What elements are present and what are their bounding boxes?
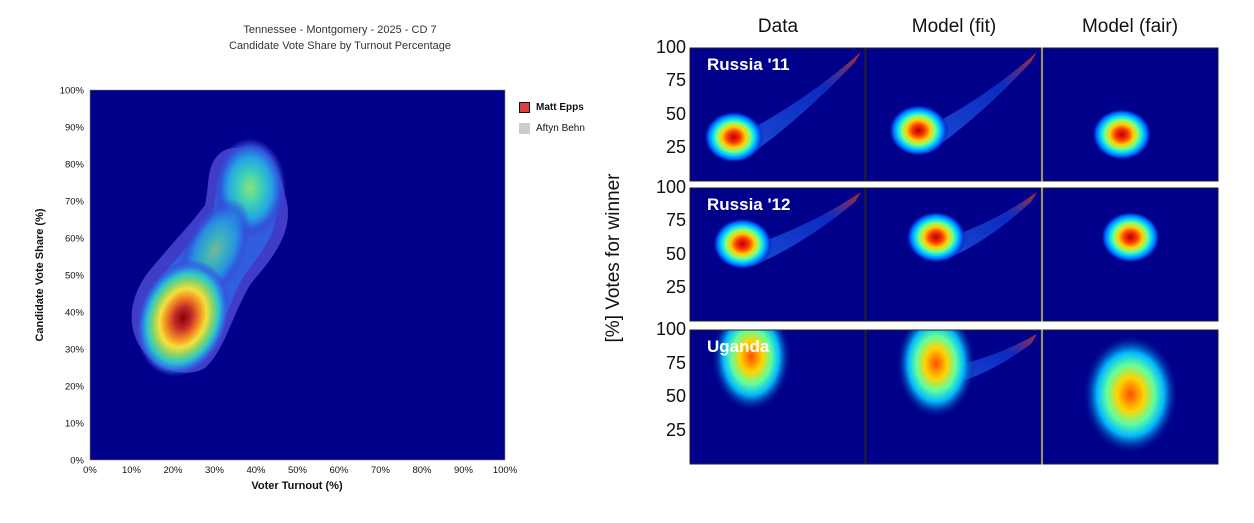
panel-0-1	[865, 47, 1042, 182]
left-plot-frame	[89, 89, 506, 461]
left-y-ticks: 0% 10% 20% 30% 40% 50% 60% 70% 80% 90% 100%	[60, 86, 85, 467]
left-y-tick-label: 90%	[65, 123, 85, 134]
right-y-tick-label: 100	[655, 177, 686, 197]
density-blob	[1082, 334, 1179, 455]
right-panel-grid: Russia '11 Russia '12 Uganda	[689, 47, 1219, 465]
left-x-tick-label: 50%	[288, 465, 308, 476]
density-blob	[888, 104, 949, 157]
panel-2-0: Uganda	[689, 329, 866, 465]
panel-0-0: Russia '11	[689, 47, 866, 182]
panel-1-0: Russia '12	[689, 187, 866, 322]
right-y-tick-label: 50	[665, 103, 686, 124]
right-y-tick-label: 25	[665, 136, 686, 157]
panel-row-label: Uganda	[707, 337, 770, 356]
left-x-axis-label: Voter Turnout (%)	[251, 480, 343, 492]
panel-2-2	[1042, 329, 1219, 465]
right-y-tick-label: 100	[655, 37, 686, 57]
right-y-tick-label: 75	[665, 352, 686, 373]
left-x-ticks: 0% 10% 20% 30% 40% 50% 60% 70% 80% 90% 100%	[83, 465, 518, 476]
left-y-tick-label: 30%	[65, 345, 85, 356]
column-title-model-fair: Model (fair)	[1081, 16, 1179, 37]
left-density-chart: 0% 10% 20% 30% 40% 50% 60% 70% 80% 90% 100% 0% 10% 2…	[34, 86, 518, 493]
density-blob	[1091, 108, 1152, 161]
legend-swatch-aftyn-behn	[519, 123, 530, 134]
right-y-tick-label: 25	[665, 419, 686, 440]
left-y-tick-label: 70%	[65, 197, 85, 208]
left-y-tick-label: 40%	[65, 308, 85, 319]
left-chart-title-block: Tennessee - Montgomery - 2025 - CD 7 Can…	[90, 22, 590, 54]
left-y-axis-label: Candidate Vote Share (%)	[34, 208, 46, 341]
density-blob	[703, 111, 764, 164]
density-blob	[1100, 211, 1161, 264]
panel-frame	[689, 47, 866, 182]
left-x-tick-label: 30%	[205, 465, 225, 476]
left-x-tick-label: 0%	[83, 465, 97, 476]
column-title-model-fit: Model (fit)	[911, 16, 997, 37]
right-y-tick-label: 50	[665, 386, 686, 406]
left-chart-title: Tennessee - Montgomery - 2025 - CD 7	[243, 24, 437, 36]
right-y-tick-label: 75	[665, 210, 686, 231]
left-x-tick-label: 90%	[454, 465, 474, 476]
left-x-tick-label: 80%	[412, 465, 432, 476]
left-x-tick-label: 100%	[493, 465, 518, 476]
right-y-tick-label: 25	[665, 276, 686, 297]
density-layer	[131, 138, 288, 377]
legend-swatch-matt-epps	[519, 102, 530, 113]
left-x-tick-label: 70%	[371, 465, 391, 476]
panel-frame	[689, 329, 866, 465]
left-x-tick-label: 40%	[246, 465, 266, 476]
panel-row-label: Russia '12	[707, 195, 790, 214]
panel-frame	[865, 47, 1042, 182]
legend-label-matt-epps: Matt Epps	[536, 102, 584, 114]
right-y-tick-label: 50	[665, 243, 686, 264]
panel-0-2	[1042, 47, 1219, 182]
left-x-tick-label: 10%	[122, 465, 142, 476]
left-y-tick-label: 0%	[70, 456, 84, 467]
left-y-tick-label: 100%	[60, 86, 85, 97]
left-y-tick-label: 50%	[65, 271, 85, 282]
panel-frame	[689, 187, 866, 322]
density-blob	[906, 211, 966, 264]
left-y-tick-label: 60%	[65, 234, 85, 245]
panel-frame	[1042, 187, 1219, 322]
legend-label-aftyn-behn: Aftyn Behn	[536, 123, 585, 135]
panel-frame	[1042, 329, 1219, 465]
left-y-tick-label: 20%	[65, 382, 85, 393]
density-blob	[711, 330, 792, 412]
panel-frame	[1042, 47, 1219, 182]
panel-1-2	[1042, 187, 1219, 322]
density-blob	[712, 217, 773, 270]
left-chart-subtitle: Candidate Vote Share by Turnout Percenta…	[229, 40, 451, 52]
left-y-tick-label: 10%	[65, 419, 85, 430]
left-y-tick-label: 80%	[65, 160, 85, 171]
right-y-tick-label: 75	[665, 70, 686, 91]
panel-row-label: Russia '11	[707, 55, 790, 74]
right-y-tick-label: 100	[655, 319, 686, 339]
density-main-mode	[135, 259, 231, 377]
panel-2-1	[865, 329, 1042, 465]
panel-1-1	[865, 187, 1042, 322]
legend-item-matt-epps: Matt Epps	[519, 102, 584, 113]
left-x-tick-label: 20%	[163, 465, 183, 476]
left-x-tick-label: 60%	[329, 465, 349, 476]
panel-frame	[865, 187, 1042, 322]
panel-frame	[865, 329, 1042, 465]
column-title-data: Data	[757, 16, 799, 37]
density-blob	[896, 330, 976, 419]
legend-item-aftyn-behn: Aftyn Behn	[519, 123, 585, 134]
